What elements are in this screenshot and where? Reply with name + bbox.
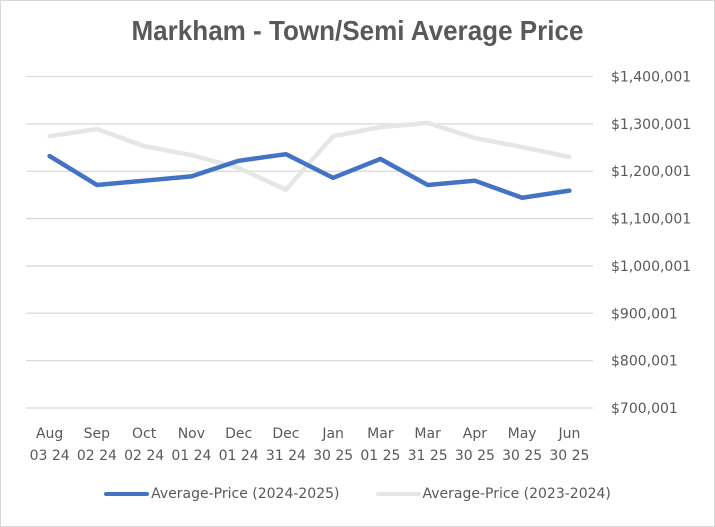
legend-item-2024-2025[interactable]: Average-Price (2024-2025)	[104, 486, 340, 502]
x-tick-label-date: 03 24	[30, 448, 70, 464]
x-tick-label-month: Jan	[321, 426, 344, 442]
y-tick-label: $1,000,001	[611, 259, 691, 275]
x-tick-label-month: Dec	[272, 426, 299, 442]
legend: Average-Price (2024-2025) Average-Price …	[1, 486, 714, 502]
legend-swatch-2024-2025	[104, 492, 150, 496]
x-tick-label-month: Nov	[178, 426, 205, 442]
x-tick-label-month: Mar	[414, 426, 441, 442]
x-tick-label-date: 30 25	[313, 448, 353, 464]
legend-item-2023-2024[interactable]: Average-Price (2023-2024)	[375, 486, 611, 502]
x-tick-label-date: 02 24	[124, 448, 164, 464]
series-lines	[47, 120, 572, 200]
x-tick-label-date: 01 24	[219, 448, 259, 464]
y-tick-label: $700,001	[611, 401, 678, 417]
chart-title: Markham - Town/Semi Average Price	[131, 15, 584, 46]
x-tick-label-month: Sep	[84, 426, 111, 442]
x-tick-label-date: 01 24	[171, 448, 211, 464]
x-tick-label-date: 30 25	[549, 448, 589, 464]
gridlines	[26, 75, 593, 409]
x-tick-label-date: 31 24	[266, 448, 306, 464]
x-tick-label-date: 30 25	[455, 448, 495, 464]
x-axis-ticks: Aug 03 24 Sep 02 24 Oct 02 24 Nov 01 24 Dec 01 24…	[30, 426, 590, 464]
x-tick-label-month: Jun	[557, 426, 580, 442]
legend-swatch-2023-2024	[375, 492, 421, 496]
x-tick-label-date: 02 24	[77, 448, 117, 464]
series-line-2023-2024[interactable]	[47, 120, 572, 192]
x-tick-label-month: Oct	[132, 426, 157, 442]
x-tick-label-date: 30 25	[502, 448, 542, 464]
x-tick-label-date: 01 25	[360, 448, 400, 464]
y-tick-label: $1,200,001	[611, 164, 691, 180]
x-tick-label-month: Apr	[463, 426, 487, 442]
series-line-2024-2025[interactable]	[47, 151, 572, 200]
y-tick-label: $800,001	[611, 354, 678, 370]
x-tick-label-date: 31 25	[408, 448, 448, 464]
y-tick-label: $1,400,001	[611, 70, 691, 86]
y-tick-label: $1,100,001	[611, 212, 691, 228]
legend-label-2023-2024: Average-Price (2023-2024)	[422, 486, 611, 502]
y-tick-label: $1,300,001	[611, 117, 691, 133]
x-tick-label-month: Mar	[367, 426, 394, 442]
y-tick-label: $900,001	[611, 306, 678, 322]
x-tick-label-month: Aug	[36, 426, 63, 442]
x-tick-label-month: Dec	[225, 426, 252, 442]
x-tick-label-month: May	[508, 426, 537, 442]
y-axis-ticks: $1,400,001 $1,300,001 $1,200,001 $1,100,001…	[611, 70, 691, 418]
legend-label-2024-2025: Average-Price (2024-2025)	[151, 486, 340, 502]
